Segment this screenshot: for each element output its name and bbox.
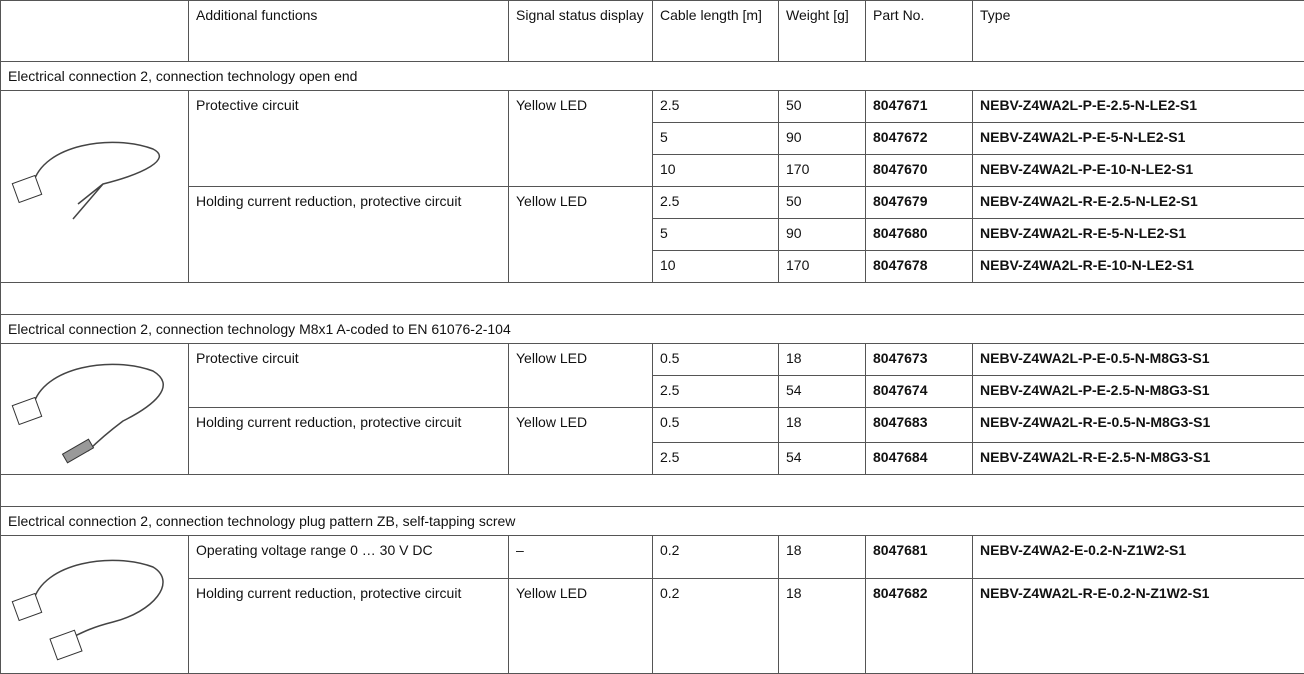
header-cell: Cable length [m] (653, 1, 779, 62)
section-title: Electrical connection 2, connection tech… (1, 315, 1304, 344)
weight: 18 (779, 579, 866, 674)
part-number: 8047679 (866, 187, 973, 219)
weight: 54 (779, 443, 866, 475)
signal-cell: Yellow LED (509, 91, 653, 187)
function-cell: Operating voltage range 0 … 30 V DC (189, 536, 509, 579)
blank-row (1, 475, 1304, 507)
table-row (1, 475, 1304, 507)
cable-illustration (3, 124, 183, 244)
cable-illustration (3, 542, 183, 662)
cable-length: 5 (653, 219, 779, 251)
header-cell: Weight [g] (779, 1, 866, 62)
weight: 18 (779, 408, 866, 443)
type-code: NEBV-Z4WA2L-P-E-10-N-LE2-S1 (973, 155, 1304, 187)
weight: 54 (779, 376, 866, 408)
cable-length: 0.2 (653, 536, 779, 579)
function-cell: Holding current reduction, protective ci… (189, 408, 509, 475)
signal-cell: Yellow LED (509, 344, 653, 408)
part-number: 8047674 (866, 376, 973, 408)
weight: 50 (779, 187, 866, 219)
type-code: NEBV-Z4WA2L-P-E-0.5-N-M8G3-S1 (973, 344, 1304, 376)
weight: 50 (779, 91, 866, 123)
header-cell: Part No. (866, 1, 973, 62)
part-number: 8047671 (866, 91, 973, 123)
type-code: NEBV-Z4WA2L-P-E-5-N-LE2-S1 (973, 123, 1304, 155)
header-cell: Signal status display (509, 1, 653, 62)
function-cell: Holding current reduction, protective ci… (189, 579, 509, 674)
part-number: 8047680 (866, 219, 973, 251)
table-row (1, 283, 1304, 315)
type-code: NEBV-Z4WA2L-R-E-2.5-N-LE2-S1 (973, 187, 1304, 219)
product-image (1, 344, 189, 475)
table-row: Electrical connection 2, connection tech… (1, 62, 1304, 91)
cable-length: 2.5 (653, 443, 779, 475)
type-code: NEBV-Z4WA2L-R-E-0.5-N-M8G3-S1 (973, 408, 1304, 443)
table-row: Electrical connection 2, connection tech… (1, 315, 1304, 344)
section-title: Electrical connection 2, connection tech… (1, 507, 1304, 536)
type-code: NEBV-Z4WA2L-R-E-2.5-N-M8G3-S1 (973, 443, 1304, 475)
weight: 90 (779, 123, 866, 155)
part-number: 8047683 (866, 408, 973, 443)
blank-row (1, 283, 1304, 315)
cable-length: 0.5 (653, 408, 779, 443)
part-number: 8047672 (866, 123, 973, 155)
header-cell: Type (973, 1, 1304, 62)
function-cell: Holding current reduction, protective ci… (189, 187, 509, 283)
cable-illustration (3, 346, 183, 466)
cable-length: 0.5 (653, 344, 779, 376)
cable-length: 10 (653, 251, 779, 283)
weight: 18 (779, 536, 866, 579)
cable-length: 0.2 (653, 579, 779, 674)
part-number: 8047682 (866, 579, 973, 674)
type-code: NEBV-Z4WA2L-P-E-2.5-N-LE2-S1 (973, 91, 1304, 123)
weight: 170 (779, 251, 866, 283)
table-row: Holding current reduction, protective ci… (1, 408, 1304, 443)
type-code: NEBV-Z4WA2L-R-E-0.2-N-Z1W2-S1 (973, 579, 1304, 674)
cable-length: 10 (653, 155, 779, 187)
weight: 18 (779, 344, 866, 376)
type-code: NEBV-Z4WA2L-R-E-5-N-LE2-S1 (973, 219, 1304, 251)
part-number: 8047670 (866, 155, 973, 187)
cable-length: 2.5 (653, 91, 779, 123)
type-code: NEBV-Z4WA2-E-0.2-N-Z1W2-S1 (973, 536, 1304, 579)
part-number: 8047684 (866, 443, 973, 475)
function-cell: Protective circuit (189, 344, 509, 408)
header-cell (1, 1, 189, 62)
header-cell: Additional functions (189, 1, 509, 62)
function-cell: Protective circuit (189, 91, 509, 187)
cable-length: 5 (653, 123, 779, 155)
table-row: Holding current reduction, protective ci… (1, 579, 1304, 674)
cable-length: 2.5 (653, 187, 779, 219)
type-code: NEBV-Z4WA2L-R-E-10-N-LE2-S1 (973, 251, 1304, 283)
part-number: 8047681 (866, 536, 973, 579)
table-row: Electrical connection 2, connection tech… (1, 507, 1304, 536)
signal-cell: Yellow LED (509, 579, 653, 674)
table-row: Holding current reduction, protective ci… (1, 187, 1304, 219)
signal-cell: – (509, 536, 653, 579)
part-number: 8047678 (866, 251, 973, 283)
signal-cell: Yellow LED (509, 408, 653, 475)
product-image (1, 91, 189, 283)
part-number: 8047673 (866, 344, 973, 376)
weight: 170 (779, 155, 866, 187)
section-title: Electrical connection 2, connection tech… (1, 62, 1304, 91)
type-code: NEBV-Z4WA2L-P-E-2.5-N-M8G3-S1 (973, 376, 1304, 408)
product-image (1, 536, 189, 674)
signal-cell: Yellow LED (509, 187, 653, 283)
weight: 90 (779, 219, 866, 251)
cable-length: 2.5 (653, 376, 779, 408)
